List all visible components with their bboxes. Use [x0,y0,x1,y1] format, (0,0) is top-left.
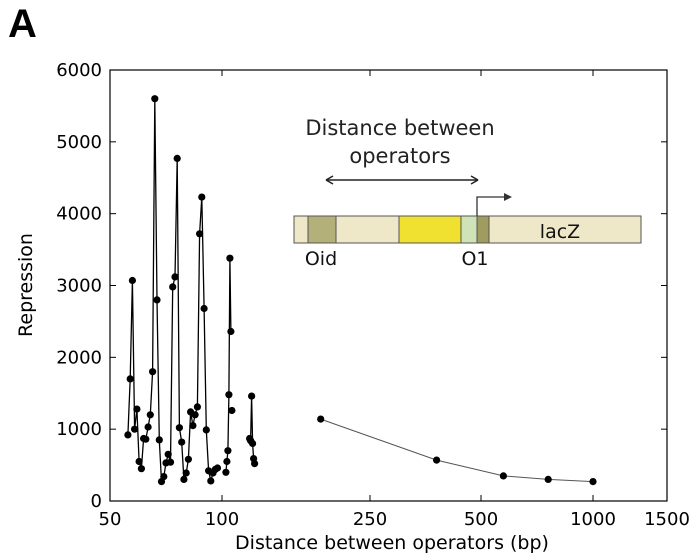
y-tick-label: 1000 [56,419,102,440]
data-point [124,431,132,439]
data-point [589,478,597,486]
y-tick-label: 5000 [56,132,102,153]
x-tick-label: 50 [99,509,122,530]
inset-distance-label-line1: Distance between [305,116,494,140]
data-point [184,455,192,463]
data-point [191,411,199,419]
data-point [173,154,181,162]
data-point [164,450,172,458]
y-axis-title: Repression [15,233,37,337]
ticks-layer: 0 1000 2000 3000 4000 5000 6000 50 100 250 500 1000… [56,60,689,530]
data-point [182,469,190,477]
y-tick-label: 0 [91,491,102,512]
promoter-box [398,215,462,244]
data-point [180,475,188,483]
o1-label: O1 [461,248,488,270]
data-point [153,296,161,304]
o1-operator-dark-box [476,215,490,244]
data-point [544,475,552,483]
oid-label: Oid [305,248,337,270]
series-layer [124,95,597,486]
distance-arrowhead-left-icon [325,175,334,185]
data-point [226,254,234,262]
data-point [228,406,236,415]
data-point [133,405,141,413]
data-point [251,460,259,468]
data-point [207,477,215,485]
data-point [189,422,197,430]
data-point [248,392,256,400]
data-point [131,425,139,433]
x-tick-label: 500 [464,509,498,530]
x-tick-label: 1500 [644,509,689,530]
data-point [222,468,230,476]
y-tick-label: 6000 [56,60,102,81]
data-point [317,415,325,423]
data-point [175,424,183,432]
data-point [160,473,168,481]
series-line [249,396,256,464]
y-tick-label: 4000 [56,204,102,225]
data-point [227,327,235,336]
data-point [198,193,206,201]
data-point [225,391,233,399]
transcription-start-arrow-icon [476,196,510,216]
inset-distance-label-line2: operators [349,144,450,168]
data-point [200,304,208,313]
panel-letter: A [8,2,37,46]
data-point [178,438,186,446]
series-line [225,258,232,473]
y-tick-label: 2000 [56,347,102,368]
data-point [249,439,257,448]
series-line [320,418,594,483]
data-point [146,411,154,419]
data-point [135,457,143,466]
data-point [155,436,163,444]
data-point [171,273,179,281]
data-point [142,435,150,443]
data-point [224,447,232,455]
data-point [202,426,210,434]
data-point [128,276,136,285]
x-tick-label: 100 [205,509,239,530]
distance-arrowhead-right-icon [470,175,479,185]
data-point [193,403,201,411]
operator-schematic: Distance between operators Oid O1 lacZ [293,116,642,270]
transcription-arrowhead-icon [504,193,512,201]
data-point [151,95,159,103]
oid-operator-box [307,215,337,244]
data-point [499,472,507,480]
o1-operator-box [460,215,478,244]
x-axis-title: Distance between operators (bp) [235,532,549,554]
y-tick-label: 3000 [56,276,102,297]
data-point [169,283,177,291]
data-point [149,368,157,376]
data-point [196,230,204,238]
x-tick-label: 1000 [570,509,616,530]
data-point [144,423,152,431]
data-point [223,457,231,466]
data-point [213,464,222,472]
data-point [126,375,134,383]
data-point [166,458,175,466]
x-tick-label: 250 [353,509,387,530]
data-point [137,465,145,473]
data-point [433,456,441,464]
lacz-label: lacZ [540,221,580,243]
